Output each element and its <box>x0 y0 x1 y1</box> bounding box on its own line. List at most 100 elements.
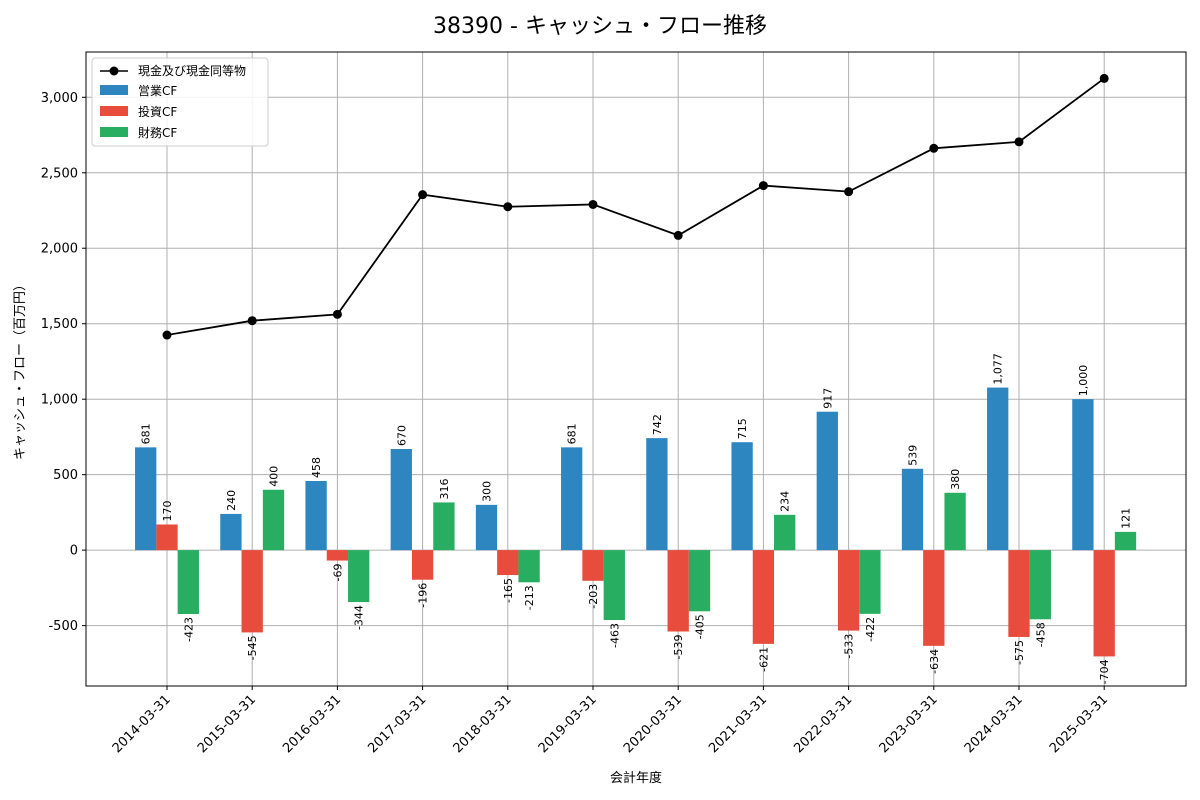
cash-equivalents-point <box>759 181 768 190</box>
legend-label-investing: 投資CF <box>138 104 177 119</box>
x-tick-label: 2021-03-31 <box>706 692 770 756</box>
investing-cf-bar <box>1094 550 1115 656</box>
financing-cf-value-label: -463 <box>608 623 621 648</box>
cash-equivalents-point <box>163 331 172 340</box>
financing-cf-bar <box>859 550 880 614</box>
operating-cf-value-label: 670 <box>395 425 408 446</box>
cash-equivalents-line <box>167 78 1104 335</box>
legend-swatch-investing <box>100 106 128 116</box>
cash-equivalents-point <box>418 190 427 199</box>
investing-cf-value-label: -533 <box>843 634 856 659</box>
investing-cf-value-label: -69 <box>331 564 344 582</box>
operating-cf-bar <box>731 442 752 550</box>
legend: 現金及び現金同等物 営業CF 投資CF 財務CF <box>92 58 268 146</box>
financing-cf-value-label: 380 <box>949 469 962 490</box>
operating-cf-bar <box>987 388 1008 551</box>
operating-cf-value-label: 240 <box>225 490 238 511</box>
operating-cf-bar <box>561 447 582 550</box>
investing-cf-bar <box>838 550 859 630</box>
investing-cf-value-label: -545 <box>246 635 259 660</box>
investing-cf-value-label: -165 <box>502 578 515 603</box>
cash-equivalents-point <box>248 316 257 325</box>
x-tick-label: 2024-03-31 <box>962 692 1026 756</box>
x-tick-label: 2015-03-31 <box>195 692 259 756</box>
operating-cf-bar <box>902 469 923 550</box>
financing-cf-value-label: -344 <box>353 605 366 630</box>
cash-equivalents-point <box>589 200 598 209</box>
investing-cf-bar <box>327 550 348 560</box>
operating-cf-bar <box>476 505 497 550</box>
financing-cf-value-label: -422 <box>864 617 877 642</box>
y-tick-label: 1,000 <box>41 393 78 408</box>
x-axis-label: 会計年度 <box>610 770 662 786</box>
cash-equivalents-point <box>333 310 342 319</box>
operating-cf-value-label: 1,000 <box>1077 365 1090 397</box>
investing-cf-value-label: -704 <box>1098 659 1111 684</box>
financing-cf-bar <box>178 550 199 614</box>
investing-cf-value-label: -621 <box>757 647 770 672</box>
legend-label-operating: 営業CF <box>138 84 177 98</box>
x-tick-label: 2016-03-31 <box>280 692 344 756</box>
operating-cf-bar <box>135 447 156 550</box>
financing-cf-bar <box>1030 550 1051 619</box>
financing-cf-bar <box>348 550 369 602</box>
financing-cf-bar <box>1115 532 1136 550</box>
financing-cf-bar <box>518 550 539 582</box>
investing-cf-bar <box>412 550 433 580</box>
investing-cf-bar <box>242 550 263 632</box>
investing-cf-bar <box>582 550 603 581</box>
x-tick-label: 2019-03-31 <box>536 692 600 756</box>
investing-cf-bar <box>156 524 177 550</box>
cash-equivalents-point <box>503 202 512 211</box>
line-layer <box>163 74 1109 340</box>
financing-cf-bar <box>689 550 710 611</box>
financing-cf-bar <box>944 493 965 550</box>
financing-cf-bar <box>604 550 625 620</box>
operating-cf-value-label: 715 <box>736 418 749 439</box>
investing-cf-bar <box>923 550 944 646</box>
y-tick-label: 3,000 <box>41 91 78 106</box>
investing-cf-value-label: -196 <box>417 583 430 608</box>
operating-cf-value-label: 539 <box>907 445 920 466</box>
y-axis-label: キャッシュ・フロー（百万円） <box>13 278 28 460</box>
financing-cf-value-label: 234 <box>779 491 792 512</box>
investing-cf-bar <box>497 550 518 575</box>
financing-cf-value-label: 400 <box>268 466 281 487</box>
operating-cf-value-label: 681 <box>566 423 579 444</box>
legend-swatch-financing <box>100 127 128 137</box>
financing-cf-value-label: -405 <box>694 614 707 639</box>
operating-cf-bar <box>305 481 326 550</box>
financing-cf-value-label: -213 <box>523 585 536 610</box>
y-tick-label: -500 <box>48 619 78 634</box>
operating-cf-bar <box>220 514 241 550</box>
financing-cf-value-label: -423 <box>182 617 195 642</box>
cash-equivalents-point <box>929 144 938 153</box>
y-tick-label: 500 <box>53 468 78 483</box>
financing-cf-bar <box>774 515 795 550</box>
x-tick-label: 2018-03-31 <box>451 692 515 756</box>
y-tick-label: 2,000 <box>41 242 78 257</box>
investing-cf-bar <box>668 550 689 631</box>
x-tick-label: 2020-03-31 <box>621 692 685 756</box>
operating-cf-value-label: 1,077 <box>992 353 1005 385</box>
financing-cf-value-label: -458 <box>1034 622 1047 647</box>
investing-cf-bar <box>753 550 774 644</box>
operating-cf-bar <box>1072 399 1093 550</box>
operating-cf-value-label: 458 <box>310 457 323 478</box>
y-tick-label: 2,500 <box>41 166 78 181</box>
operating-cf-value-label: 917 <box>821 388 834 409</box>
investing-cf-bar <box>1008 550 1029 637</box>
investing-cf-value-label: -634 <box>928 649 941 674</box>
financing-cf-value-label: 316 <box>438 478 451 499</box>
bar-layer <box>135 388 1136 657</box>
x-tick-label: 2023-03-31 <box>877 692 941 756</box>
y-tick-label: 0 <box>70 544 78 559</box>
investing-cf-value-label: 170 <box>161 500 174 521</box>
y-tick-label: 1,500 <box>41 317 78 332</box>
x-tick-label: 2017-03-31 <box>365 692 429 756</box>
financing-cf-bar <box>433 502 454 550</box>
x-tick-label: 2014-03-31 <box>110 692 174 756</box>
cash-equivalents-point <box>844 187 853 196</box>
operating-cf-value-label: 300 <box>481 481 494 502</box>
operating-cf-value-label: 681 <box>140 423 153 444</box>
